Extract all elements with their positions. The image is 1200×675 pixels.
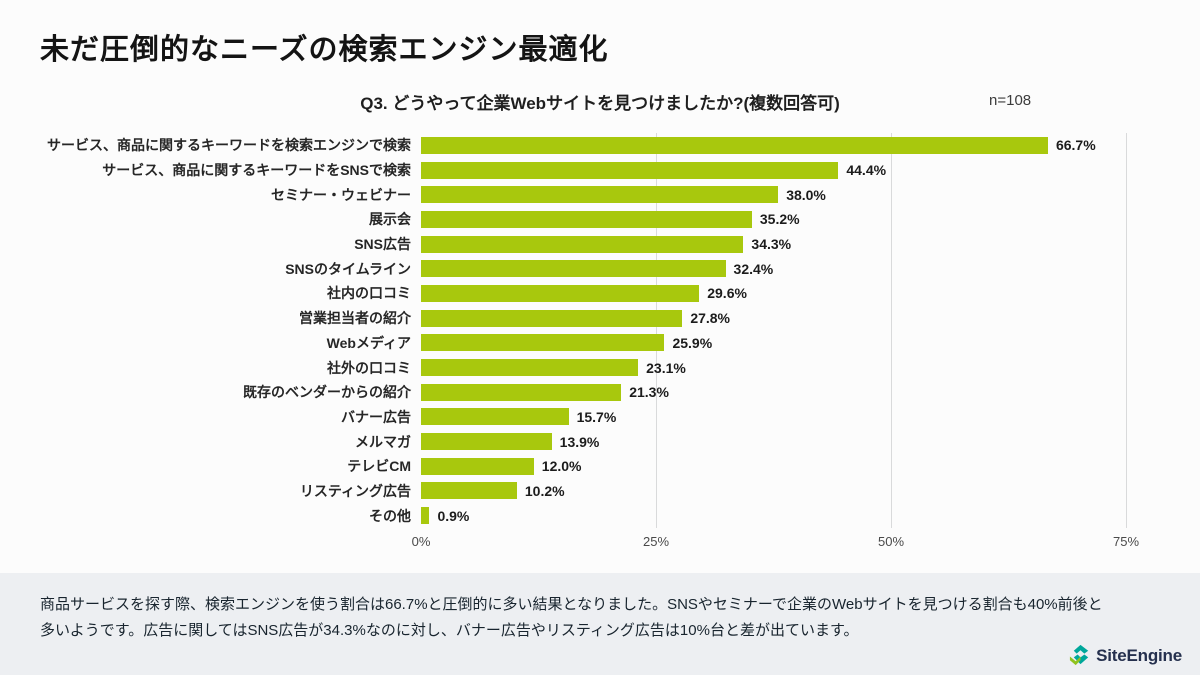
chart-row: 営業担当者の紹介 27.8%: [40, 306, 1160, 331]
value-label: 29.6%: [707, 285, 747, 302]
bar: [421, 383, 622, 401]
category-label: セミナー・ウェビナー: [271, 186, 411, 203]
chart-row: Webメディア 25.9%: [40, 331, 1160, 356]
chart-row: その他 0.9%: [40, 503, 1160, 528]
chart-row: SNS広告 34.3%: [40, 232, 1160, 257]
chart-row: SNSのタイムライン 32.4%: [40, 256, 1160, 281]
bar: [421, 161, 839, 179]
category-label: リスティング広告: [299, 482, 411, 499]
chart-row: メルマガ 13.9%: [40, 429, 1160, 454]
value-label: 13.9%: [559, 433, 600, 450]
gridline-75: [1126, 133, 1127, 528]
category-label: 社外の口コミ: [327, 359, 411, 376]
x-tick-label: 75%: [1112, 534, 1140, 549]
bar: [421, 210, 752, 228]
value-label: 15.7%: [576, 408, 617, 425]
chart-row: セミナー・ウェビナー 38.0%: [40, 182, 1160, 207]
bar: [421, 433, 552, 451]
chart-row: 既存のベンダーからの紹介 21.3%: [40, 380, 1160, 405]
bar: [421, 482, 517, 500]
x-tick-label: 25%: [642, 534, 670, 549]
category-label: テレビCM: [347, 458, 411, 475]
summary-text-line-1: 商品サービスを探す際、検索エンジンを使う割合は66.7%と圧倒的に多い結果となり…: [40, 596, 1103, 613]
x-tick-label: 50%: [877, 534, 905, 549]
chart-row: リスティング広告 10.2%: [40, 479, 1160, 504]
chart-row: バナー広告 15.7%: [40, 405, 1160, 430]
category-label: SNSのタイムライン: [285, 260, 411, 277]
sample-size-label: n=108: [975, 92, 1046, 109]
summary-text-line-2: 多いようです。広告に関してはSNS広告が34.3%なのに対し、バナー広告やリステ…: [40, 621, 859, 639]
value-label: 27.8%: [690, 310, 731, 327]
category-label: サービス、商品に関するキーワードを検索エンジンで検索: [47, 137, 411, 154]
logo-text: SiteEngine: [1096, 645, 1182, 665]
value-label: 0.9%: [437, 507, 470, 524]
value-label: 38.0%: [786, 186, 826, 203]
category-label: サービス、商品に関するキーワードをSNSで検索: [102, 162, 411, 179]
category-label: メルマガ: [355, 433, 411, 450]
chart-row: 展示会 35.2%: [40, 207, 1160, 232]
gridline-50: [891, 133, 892, 528]
category-label: その他: [369, 507, 411, 524]
bar: [421, 457, 534, 475]
bar: [421, 309, 683, 327]
value-label: 66.7%: [1055, 137, 1096, 154]
value-label: 10.2%: [524, 482, 565, 499]
category-label: 展示会: [369, 211, 411, 228]
value-label: 25.9%: [672, 334, 713, 351]
siteengine-logo-icon: [1070, 644, 1089, 666]
bar: [421, 359, 639, 377]
value-label: 21.3%: [629, 384, 669, 401]
category-label: 社内の口コミ: [327, 285, 411, 302]
category-label: SNS広告: [354, 236, 411, 253]
chart-row: 社外の口コミ 23.1%: [40, 355, 1160, 380]
value-label: 12.0%: [541, 458, 582, 475]
chart-row: サービス、商品に関するキーワードをSNSで検索 44.4%: [40, 158, 1160, 183]
bar-rows: サービス、商品に関するキーワードを検索エンジンで検索 66.7% サービス、商品に関…: [40, 133, 1160, 528]
bar: [421, 507, 430, 525]
plot-area: サービス、商品に関するキーワードを検索エンジンで検索 66.7% サービス、商品に関…: [40, 133, 1160, 528]
value-label: 35.2%: [759, 211, 800, 228]
category-label: 既存のベンダーからの紹介: [243, 384, 411, 401]
value-label: 32.4%: [733, 260, 774, 277]
bar: [421, 235, 744, 253]
gridline-25: [656, 133, 657, 528]
bar: [421, 408, 569, 426]
bar: [421, 186, 779, 204]
value-label: 44.4%: [846, 162, 887, 179]
chart-row: テレビCM 12.0%: [40, 454, 1160, 479]
chart-row: 社内の口コミ 29.6%: [40, 281, 1160, 306]
value-label: 23.1%: [646, 359, 686, 376]
category-label: Webメディア: [326, 334, 411, 351]
x-tick-label: 0%: [411, 534, 431, 549]
category-label: バナー広告: [341, 408, 411, 425]
bar: [421, 284, 700, 302]
page-title: 未だ圧倒的なニーズの検索エンジン最適化: [40, 34, 609, 66]
x-axis: 0% 25% 50% 75%: [40, 534, 1160, 554]
siteengine-logo: SiteEngine: [1068, 643, 1182, 668]
chart-row: サービス、商品に関するキーワードを検索エンジンで検索 66.7%: [40, 133, 1160, 158]
category-label: 営業担当者の紹介: [299, 310, 411, 327]
bar: [421, 136, 1048, 154]
bar: [421, 334, 665, 352]
value-label: 34.3%: [751, 236, 792, 253]
chart-title: Q3. どうやって企業Webサイトを見つけましたか?(複数回答可): [360, 94, 840, 113]
bar: [421, 260, 726, 278]
summary-panel: 商品サービスを探す際、検索エンジンを使う割合は66.7%と圧倒的に多い結果となり…: [0, 573, 1200, 675]
